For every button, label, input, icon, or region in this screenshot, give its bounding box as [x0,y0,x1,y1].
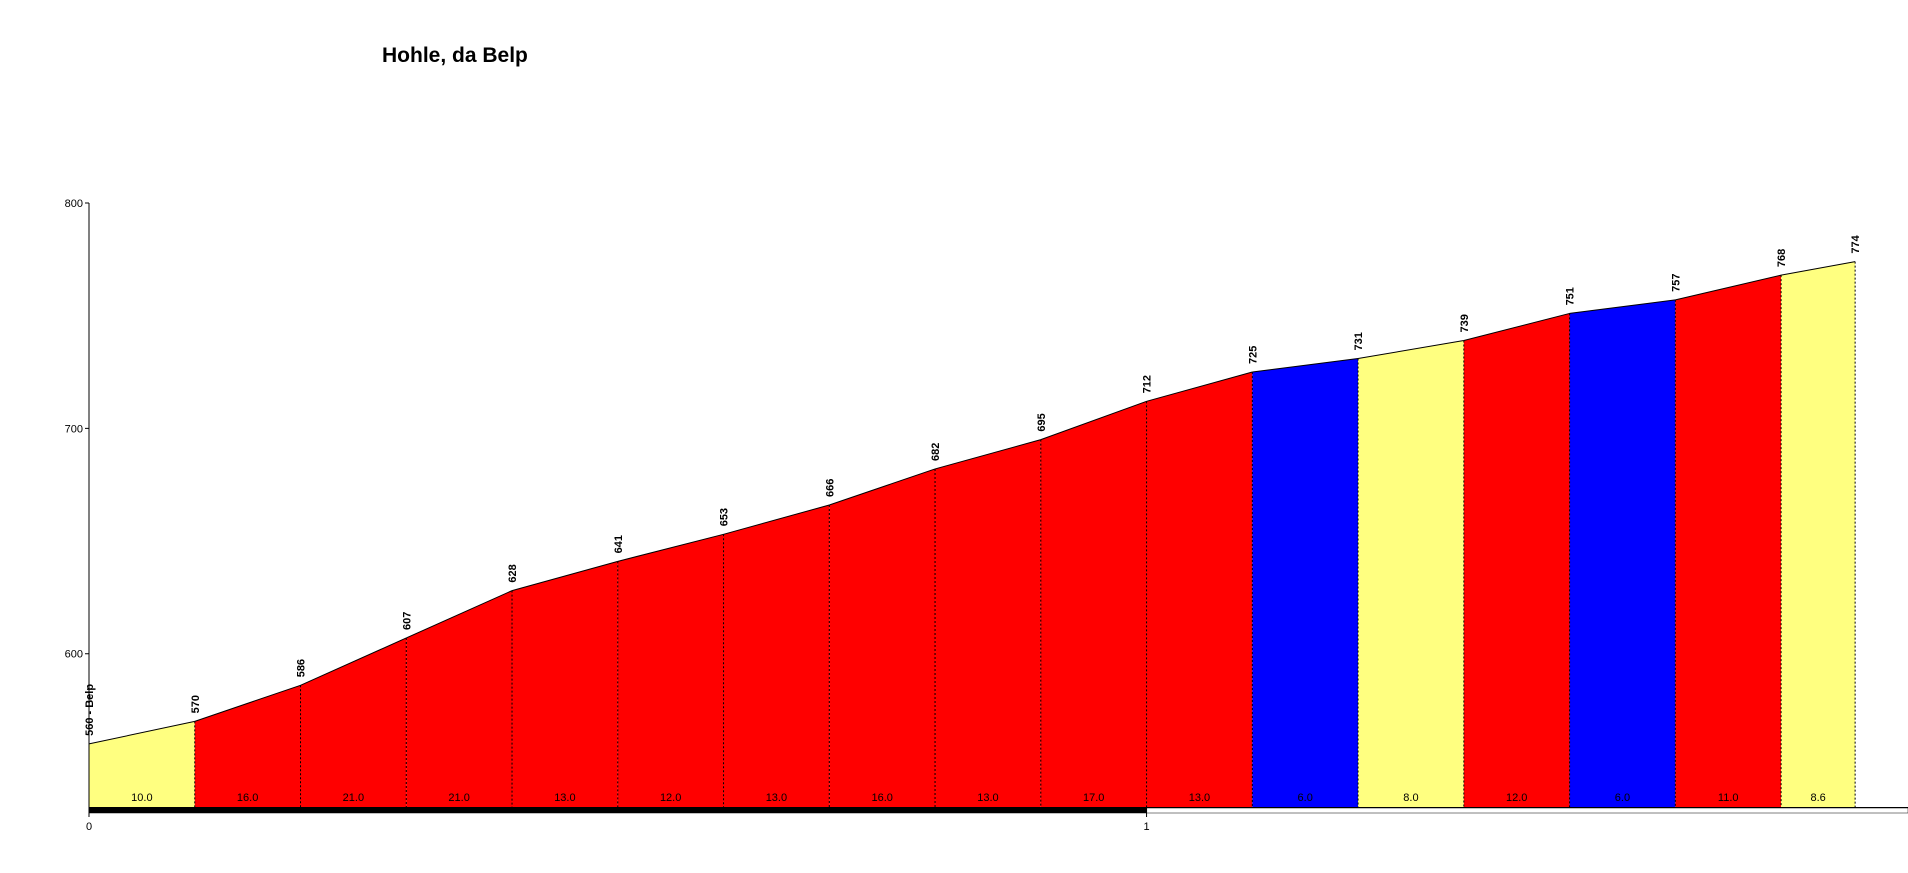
grade-label: 13.0 [1189,792,1210,804]
profile-edge [1252,358,1359,373]
distance-bar [88,807,1147,814]
elevation-label: 695 [1036,413,1048,431]
profile-edge [1463,312,1570,341]
profile-edge [406,590,513,639]
profile-segment [1252,358,1359,807]
elevation-label: 725 [1247,346,1259,364]
profile-segment [617,534,724,807]
elevation-label: 641 [613,535,625,553]
x-tick-label: 1 [1143,821,1149,833]
elevation-label: 628 [507,564,519,582]
profile-edge [1781,261,1856,276]
profile-edge [723,504,830,535]
profile-edge [934,439,1041,470]
grade-label: 10.0 [131,792,152,804]
profile-edge [1357,339,1464,360]
y-tick-label: 800 [65,198,83,210]
grade-label: 12.0 [1506,792,1527,804]
profile-edge [829,468,936,506]
profile-segment [406,590,513,807]
profile-segment [1358,340,1464,807]
elevation-label: 768 [1776,249,1788,267]
profile-segment [1781,261,1856,807]
profile-segment [300,637,407,807]
grade-label: 13.0 [766,792,787,804]
profile-segment [723,505,830,807]
grade-label: 8.6 [1810,792,1825,804]
profile-segment [512,561,618,807]
y-tick-label: 600 [65,649,83,661]
grade-label: 13.0 [554,792,575,804]
profile-edge [88,720,195,745]
elevation-label: 712 [1142,375,1154,393]
elevation-label: 774 [1850,234,1862,253]
elevation-label: 751 [1565,287,1577,305]
grade-label: 11.0 [1718,792,1739,804]
profile-edge [511,560,618,592]
profile-segment [194,685,301,807]
elevation-label: 607 [401,612,413,630]
profile-edge [1675,274,1782,301]
elevation-label: 731 [1353,332,1365,350]
x-tick-label: 0 [86,821,92,833]
profile-edge [194,684,301,722]
profile-edge [300,637,407,686]
distance-bar [1146,807,1908,814]
grade-label: 6.0 [1615,792,1630,804]
chart-title: Hohle, da Belp [382,44,528,67]
elevation-label: 586 [296,659,308,677]
profile-segment [89,721,195,807]
elevation-label: 653 [719,508,731,526]
y-tick-label: 700 [65,423,83,435]
profile-segment [935,439,1041,807]
grade-label: 8.0 [1403,792,1418,804]
profile-edge [1569,299,1676,314]
profile-segment [1146,372,1253,807]
profile-edge [617,533,724,562]
elevation-label: 682 [930,443,942,461]
grade-label: 21.0 [448,792,469,804]
elevation-label: 739 [1459,314,1471,332]
profile-edge [1146,371,1253,402]
profile-segment [1675,275,1782,808]
profile-segment [1569,299,1676,807]
profile-edge [1040,400,1147,441]
grade-label: 21.0 [343,792,364,804]
elevation-label: 666 [824,479,836,497]
grade-label: 12.0 [660,792,681,804]
grade-label: 16.0 [237,792,258,804]
grade-label: 13.0 [977,792,998,804]
elevation-label: 570 [190,695,202,713]
profile-segment [1463,313,1570,807]
profile-segment [1040,401,1147,807]
elevation-label: 560 - Belp [84,684,96,736]
elevation-label: 757 [1670,274,1682,292]
profile-segment [829,468,936,807]
grade-label: 6.0 [1298,792,1313,804]
grade-label: 17.0 [1083,792,1104,804]
grade-label: 16.0 [871,792,892,804]
